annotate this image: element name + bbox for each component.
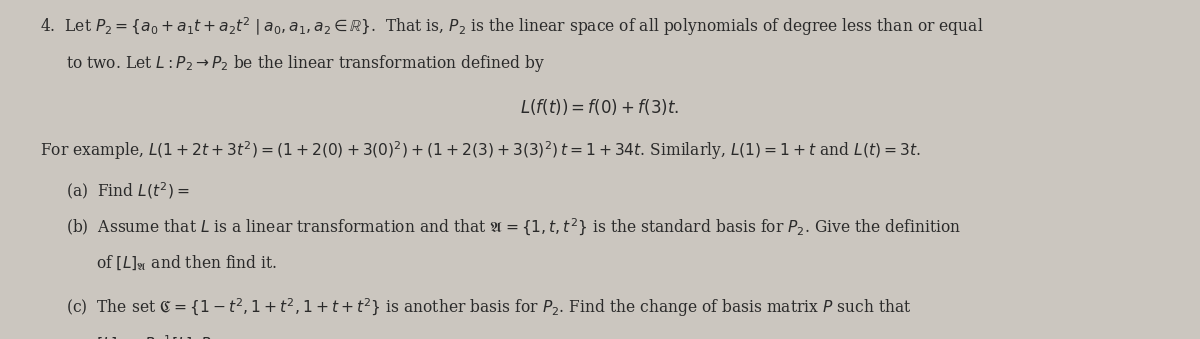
Text: of $[L]_{\mathfrak{A}}$ and then find it.: of $[L]_{\mathfrak{A}}$ and then find it… bbox=[96, 254, 277, 273]
Text: (a)  Find $L(t^2) =$: (a) Find $L(t^2) =$ bbox=[66, 180, 190, 201]
Text: For example, $L(1 + 2t + 3t^2) = (1 + 2(0) + 3(0)^2) + (1 + 2(3) + 3(3)^2)\,t = : For example, $L(1 + 2t + 3t^2) = (1 + 2(… bbox=[40, 139, 920, 162]
Text: 4.  Let $P_2 = \{a_0 + a_1t + a_2t^2 \mid a_0, a_1, a_2 \in \mathbb{R}\}$.  That: 4. Let $P_2 = \{a_0 + a_1t + a_2t^2 \mid… bbox=[40, 15, 983, 38]
Text: (b)  Assume that $L$ is a linear transformation and that $\mathfrak{A} = \{1, t,: (b) Assume that $L$ is a linear transfor… bbox=[66, 217, 961, 238]
Text: $[L]_{\mathfrak{C}} = P^{-1}[L]_{\mathfrak{A}}P.$: $[L]_{\mathfrak{C}} = P^{-1}[L]_{\mathfr… bbox=[96, 333, 216, 339]
Text: to two. Let $L : P_2 \to P_2$ be the linear transformation defined by: to two. Let $L : P_2 \to P_2$ be the lin… bbox=[66, 53, 545, 74]
Text: (c)  The set $\mathfrak{C} = \{1 - t^2, 1 + t^2, 1 + t + t^2\}$ is another basis: (c) The set $\mathfrak{C} = \{1 - t^2, 1… bbox=[66, 297, 912, 319]
Text: $L(f(t)) = f(0) + f(3)t.$: $L(f(t)) = f(0) + f(3)t.$ bbox=[521, 97, 679, 117]
